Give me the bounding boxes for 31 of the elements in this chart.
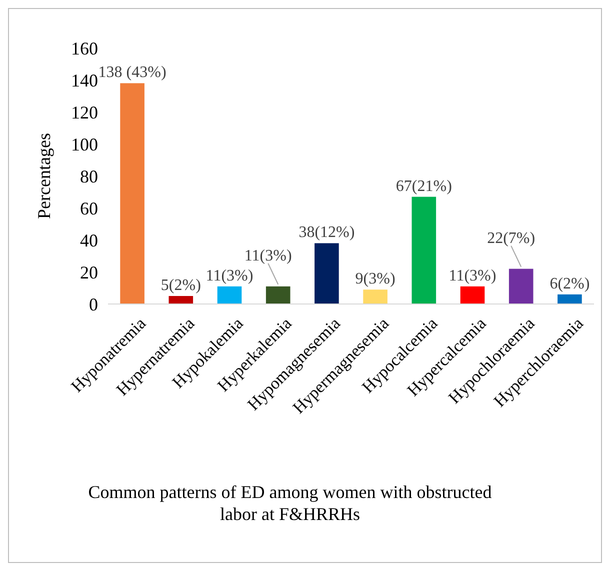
y-tick-label: 60: [80, 198, 98, 218]
bar: [217, 286, 242, 304]
data-label: 11(3%): [244, 247, 292, 264]
data-label: 11(3%): [206, 267, 254, 284]
data-label: 9(3%): [355, 270, 396, 288]
bar: [412, 196, 436, 304]
y-axis-title: Percentages: [34, 133, 54, 219]
y-tick-label: 160: [71, 38, 98, 58]
bar: [558, 294, 582, 304]
bar: [266, 286, 290, 304]
bar: [168, 296, 194, 304]
bar: [508, 268, 534, 304]
data-label: 6(2%): [550, 275, 590, 292]
y-tick-label: 80: [80, 166, 98, 186]
data-label: 22(7%): [487, 230, 536, 247]
bar: [460, 286, 485, 304]
y-tick-label: 120: [71, 102, 98, 122]
data-label: 67(21%): [396, 178, 452, 195]
data-label: 11(3%): [448, 267, 496, 284]
y-tick-label: 140: [71, 70, 98, 90]
y-tick-label: 40: [80, 230, 98, 250]
bar: [314, 243, 339, 304]
y-tick-label: 20: [80, 262, 98, 282]
y-tick-label: 0: [89, 294, 98, 314]
data-label: 5(2%): [160, 277, 201, 294]
bar: [363, 290, 388, 304]
text: Common patterns of ED among women with obstructed labor at F&HRRHs: [88, 482, 492, 524]
data-label: 38(12%): [298, 224, 355, 242]
bar: [120, 83, 144, 304]
y-tick-label: 100: [71, 134, 98, 154]
data-label: 138 (43%): [98, 64, 166, 82]
